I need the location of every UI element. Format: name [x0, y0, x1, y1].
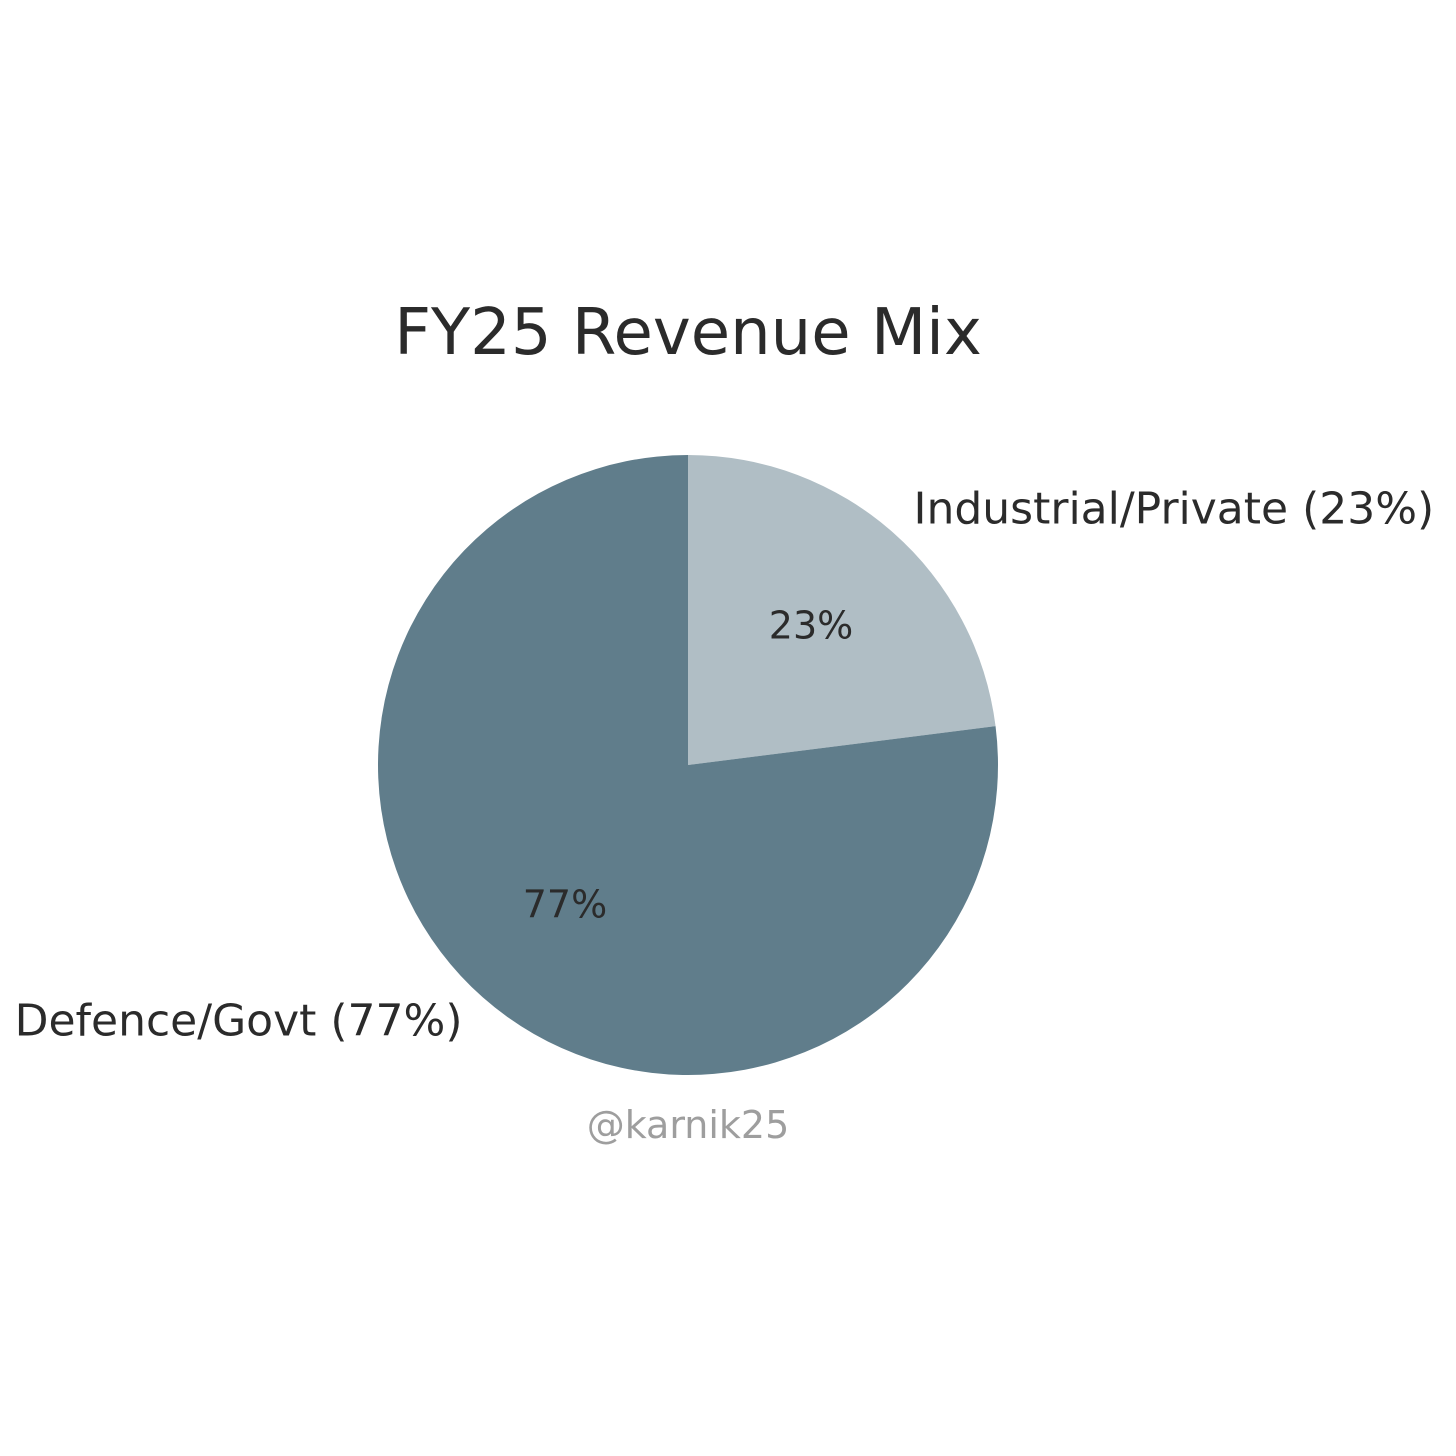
pie-percent-label: 23% — [769, 603, 853, 647]
watermark: @karnik25 — [587, 1103, 790, 1147]
pie-outer-label: Defence/Govt (77%) — [15, 995, 463, 1046]
pie-slices — [377, 455, 999, 1075]
pie-percent-labels: 23% 77% — [523, 603, 853, 926]
pie-outer-labels: Industrial/Private (23%) Defence/Govt (77… — [15, 484, 1435, 1047]
pie-outer-label: Industrial/Private (23%) — [914, 484, 1435, 535]
pie-slice-industrial-private — [688, 455, 996, 765]
pie-slice-defence-govt — [377, 455, 999, 1075]
chart-title: FY25 Revenue Mix — [394, 296, 982, 370]
pie-percent-label: 77% — [523, 883, 607, 927]
